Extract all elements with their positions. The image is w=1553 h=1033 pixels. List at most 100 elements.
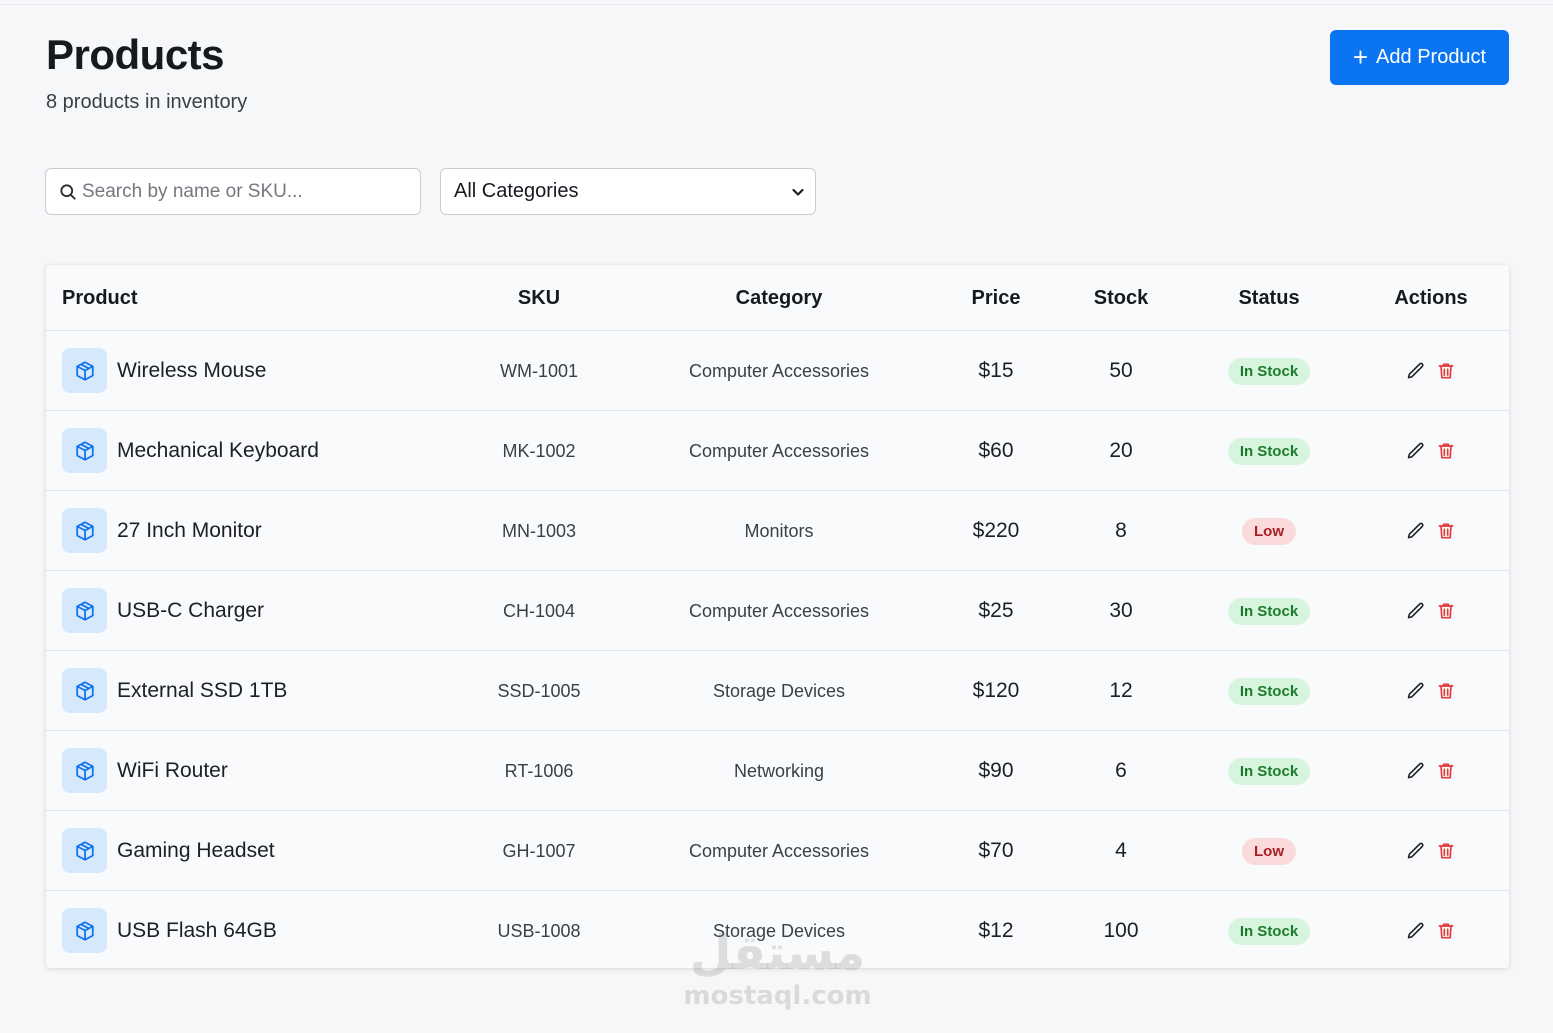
product-category: Computer Accessories xyxy=(688,440,870,461)
table-row: Gaming Headset GH-1007 Computer Accessorie… xyxy=(46,811,1509,891)
trash-icon[interactable] xyxy=(1436,601,1456,621)
product-sku: MN-1003 xyxy=(501,520,577,541)
pencil-icon[interactable] xyxy=(1406,441,1426,461)
actions-cell xyxy=(1381,731,1481,811)
status-cell: In Stock xyxy=(1219,731,1319,811)
trash-icon[interactable] xyxy=(1436,921,1456,941)
product-category: Computer Accessories xyxy=(688,840,870,861)
status-badge: In Stock xyxy=(1227,437,1311,465)
product-stock: 50 xyxy=(1109,359,1133,382)
add-product-label: Add Product xyxy=(1376,46,1487,68)
add-product-button[interactable]: + Add Product xyxy=(1330,30,1509,85)
product-name: Mechanical Keyboard xyxy=(117,439,319,462)
actions-cell xyxy=(1381,491,1481,571)
pencil-icon[interactable] xyxy=(1406,521,1426,541)
package-icon xyxy=(62,348,107,393)
column-header-product[interactable]: Product xyxy=(62,287,138,309)
package-icon xyxy=(62,588,107,633)
status-badge: Low xyxy=(1242,517,1296,545)
product-name: USB-C Charger xyxy=(117,599,265,622)
actions-cell xyxy=(1381,411,1481,491)
status-cell: Low xyxy=(1219,811,1319,891)
product-sku: USB-1008 xyxy=(497,920,581,941)
table-row: USB Flash 64GB USB-1008 Storage Devices $12… xyxy=(46,891,1509,968)
product-name: USB Flash 64GB xyxy=(117,919,277,942)
product-category: Computer Accessories xyxy=(688,360,870,381)
table-row: WiFi Router RT-1006 Networking $90 6 In Stock xyxy=(46,731,1509,811)
column-header-status[interactable]: Status xyxy=(1238,287,1300,309)
page-title: Products xyxy=(46,31,225,78)
actions-cell xyxy=(1381,651,1481,731)
pencil-icon[interactable] xyxy=(1406,921,1426,941)
status-cell: In Stock xyxy=(1219,571,1319,651)
product-stock: 12 xyxy=(1109,679,1133,702)
category-select-value: All Categories xyxy=(454,180,579,202)
status-badge: In Stock xyxy=(1227,757,1311,785)
actions-cell xyxy=(1381,811,1481,891)
trash-icon[interactable] xyxy=(1436,841,1456,861)
product-category: Storage Devices xyxy=(712,920,846,941)
product-name: WiFi Router xyxy=(117,759,228,782)
product-price: $15 xyxy=(978,359,1014,382)
pencil-icon[interactable] xyxy=(1406,761,1426,781)
trash-icon[interactable] xyxy=(1436,441,1456,461)
trash-icon[interactable] xyxy=(1436,761,1456,781)
product-price: $90 xyxy=(978,759,1014,782)
actions-cell xyxy=(1381,571,1481,651)
table-row: 27 Inch Monitor MN-1003 Monitors $220 8 Low xyxy=(46,491,1509,571)
status-cell: In Stock xyxy=(1219,331,1319,411)
status-cell: In Stock xyxy=(1219,411,1319,491)
product-category: Monitors xyxy=(744,520,814,541)
trash-icon[interactable] xyxy=(1436,521,1456,541)
pencil-icon[interactable] xyxy=(1406,601,1426,621)
status-badge: In Stock xyxy=(1227,917,1311,945)
column-header-sku[interactable]: SKU xyxy=(517,287,561,309)
pencil-icon[interactable] xyxy=(1406,361,1426,381)
product-category: Storage Devices xyxy=(712,680,846,701)
package-icon xyxy=(62,748,107,793)
product-name: Wireless Mouse xyxy=(117,359,267,382)
table-row: Mechanical Keyboard MK-1002 Computer Acces… xyxy=(46,411,1509,491)
top-divider xyxy=(0,4,1553,5)
page-subtitle: 8 products in inventory xyxy=(46,91,248,113)
product-price: $70 xyxy=(978,839,1014,862)
package-icon xyxy=(62,908,107,953)
package-icon xyxy=(62,828,107,873)
column-header-actions: Actions xyxy=(1394,287,1468,309)
product-name: External SSD 1TB xyxy=(117,679,288,702)
product-stock: 8 xyxy=(1115,519,1127,542)
product-sku: RT-1006 xyxy=(504,760,574,781)
product-sku: MK-1002 xyxy=(502,440,576,461)
status-badge: Low xyxy=(1242,837,1296,865)
package-icon xyxy=(62,508,107,553)
column-header-category[interactable]: Category xyxy=(735,287,823,309)
search-input[interactable] xyxy=(82,180,412,203)
product-category: Networking xyxy=(733,760,825,781)
table-row: USB-C Charger CH-1004 Computer Accessories… xyxy=(46,571,1509,651)
product-stock: 100 xyxy=(1103,919,1139,942)
product-sku: SSD-1005 xyxy=(497,680,581,701)
product-stock: 30 xyxy=(1109,599,1133,622)
products-table: Product SKU Category Price Stock Status … xyxy=(46,265,1509,968)
actions-cell xyxy=(1381,331,1481,411)
status-cell: In Stock xyxy=(1219,651,1319,731)
status-badge: In Stock xyxy=(1227,677,1311,705)
pencil-icon[interactable] xyxy=(1406,681,1426,701)
actions-cell xyxy=(1381,891,1481,968)
column-header-stock[interactable]: Stock xyxy=(1093,287,1149,309)
category-select[interactable]: All Categories xyxy=(440,168,816,215)
product-price: $60 xyxy=(978,439,1014,462)
product-price: $25 xyxy=(978,599,1014,622)
table-row: External SSD 1TB SSD-1005 Storage Devices $… xyxy=(46,651,1509,731)
trash-icon[interactable] xyxy=(1436,681,1456,701)
product-stock: 20 xyxy=(1109,439,1133,462)
product-price: $12 xyxy=(978,919,1014,942)
product-price: $120 xyxy=(972,679,1020,702)
status-badge: In Stock xyxy=(1227,357,1311,385)
table-row: Wireless Mouse WM-1001 Computer Accessorie… xyxy=(46,331,1509,411)
trash-icon[interactable] xyxy=(1436,361,1456,381)
column-header-price[interactable]: Price xyxy=(971,287,1021,309)
search-box[interactable] xyxy=(45,168,421,215)
pencil-icon[interactable] xyxy=(1406,841,1426,861)
product-name: Gaming Headset xyxy=(117,839,275,862)
